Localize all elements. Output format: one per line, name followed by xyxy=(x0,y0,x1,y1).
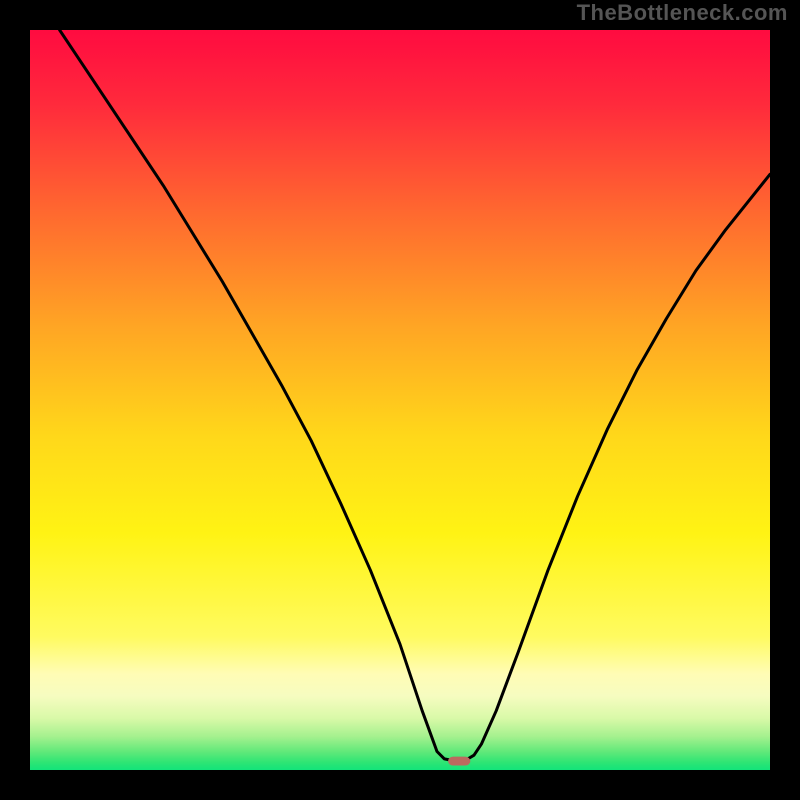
chart-frame: TheBottleneck.com xyxy=(0,0,800,800)
bottleneck-chart xyxy=(0,0,800,800)
plot-background xyxy=(30,30,770,770)
optimal-point-marker xyxy=(448,757,470,766)
watermark-text: TheBottleneck.com xyxy=(577,0,788,26)
